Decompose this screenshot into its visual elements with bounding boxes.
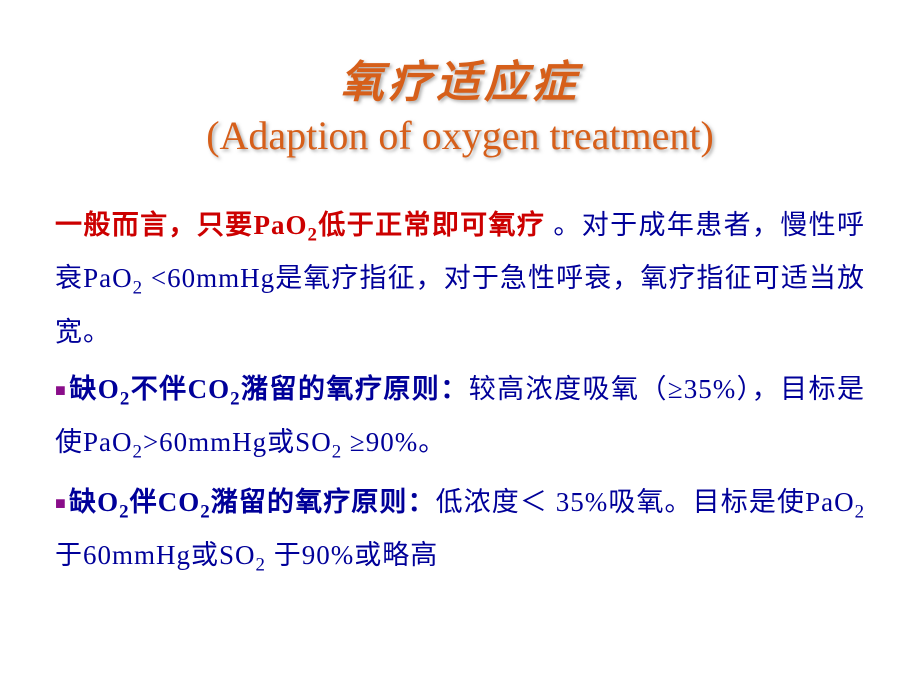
paragraph-1: 一般而言，只要PaO2低于正常即可氧疗 。对于成年患者，慢性呼衰PaO2 <60…	[55, 200, 865, 358]
para3-lead: 缺O2伴CO2潴留的氧疗原则：	[69, 487, 436, 517]
p3-rest-c: 于60mmHg或SO	[55, 540, 256, 570]
p1-lead-c: 低于正常即可氧疗	[318, 210, 545, 240]
para2-lead: 缺O2不伴CO2潴留的氧疗原则：	[69, 374, 468, 404]
paragraph-2: ■缺O2不伴CO2潴留的氧疗原则：较高浓度吸氧（≥35%），目标是使PaO2>6…	[55, 364, 865, 471]
p2-lead-b-sub: 2	[230, 388, 240, 409]
body-text: 一般而言，只要PaO2低于正常即可氧疗 。对于成年患者，慢性呼衰PaO2 <60…	[55, 200, 865, 583]
title-block: 氧疗适应症 (Adaption of oxygen treatment)	[55, 55, 865, 162]
p2-rest-d: ≥90%。	[342, 427, 446, 457]
p1-lead-a: 一般而言，只要	[55, 210, 254, 240]
p3-rest-b: PaO	[805, 487, 855, 517]
p3-rest-c-sub: 2	[256, 554, 266, 575]
p1-lead-b: PaO	[254, 210, 308, 240]
bullet-icon: ■	[55, 380, 67, 400]
para1-lead: 一般而言，只要PaO2低于正常即可氧疗	[55, 210, 553, 240]
p1-rest-b-sub: 2	[133, 278, 143, 299]
p1-rest-b: PaO	[83, 263, 133, 293]
p3-rest-b-sub: 2	[855, 501, 865, 522]
bullet-icon: ■	[55, 493, 67, 513]
p2-lead-b: 不伴CO	[130, 374, 230, 404]
title-chinese: 氧疗适应症	[55, 55, 865, 110]
slide-container: 氧疗适应症 (Adaption of oxygen treatment) 一般而…	[0, 0, 920, 629]
p2-lead-a: 缺O	[69, 374, 119, 404]
p2-lead-c: 潴留的氧疗原则：	[241, 374, 469, 404]
p3-rest-a: 低浓度＜ 35%吸氧。目标是使	[436, 487, 805, 517]
p3-lead-a: 缺O	[69, 487, 119, 517]
title-english: (Adaption of oxygen treatment)	[55, 110, 865, 162]
p3-lead-c: 潴留的氧疗原则：	[211, 487, 436, 517]
p1-rest-c: <60mmHg是氧疗指征，对于急性呼衰，氧疗指征可适当放宽。	[55, 263, 865, 346]
p2-lead-a-sub: 2	[120, 388, 130, 409]
p2-rest-b: PaO	[83, 427, 133, 457]
p1-lead-b-sub: 2	[308, 224, 318, 245]
p2-rest-b-sub: 2	[133, 442, 143, 463]
p3-lead-b-sub: 2	[200, 501, 210, 522]
p3-rest-d: 于90%或略高	[266, 540, 438, 570]
p3-lead-b: 伴CO	[130, 487, 201, 517]
paragraph-3: ■缺O2伴CO2潴留的氧疗原则：低浓度＜ 35%吸氧。目标是使PaO2于60mm…	[55, 477, 865, 584]
p3-lead-a-sub: 2	[119, 501, 129, 522]
p2-rest-c: >60mmHg或SO	[143, 427, 332, 457]
p2-rest-c-sub: 2	[332, 442, 342, 463]
